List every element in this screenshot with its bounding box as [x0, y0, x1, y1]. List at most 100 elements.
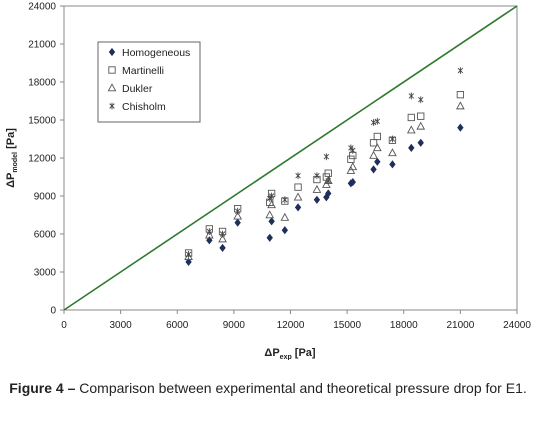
data-point-homogeneous — [206, 236, 213, 245]
legend-marker-homogeneous — [108, 47, 116, 57]
legend: Homogeneous Martinelli Dukler Chisholm — [97, 41, 201, 123]
data-point-martinelli — [417, 112, 425, 120]
data-point-homogeneous — [219, 243, 226, 253]
data-point-dukler — [280, 212, 290, 221]
data-point-dukler — [265, 210, 275, 219]
data-point-homogeneous — [294, 203, 302, 212]
data-point-chisholm — [185, 250, 192, 258]
y-axis-ticks: 0 3000 6000 9000 12000 15000 18000 21000 24000 — [28, 2, 64, 317]
data-point-dukler — [346, 165, 356, 174]
data-point-homogeneous — [281, 226, 289, 235]
data-point-chisholm — [370, 119, 377, 126]
y-tick-label: 9000 — [34, 192, 57, 203]
data-point-homogeneous — [266, 233, 273, 242]
x-tick-label: 15000 — [333, 320, 361, 331]
data-point-dukler — [416, 121, 426, 130]
x-tick-label: 24000 — [503, 320, 531, 331]
x-tick-label: 18000 — [390, 320, 418, 331]
data-point-dukler — [372, 143, 382, 152]
y-axis-title-sub: model — [12, 152, 19, 173]
y-axis-title-unit: [Pa] — [5, 128, 17, 149]
x-tick-label: 12000 — [277, 320, 305, 331]
data-point-dukler — [348, 162, 358, 171]
data-point-chisholm — [268, 192, 275, 200]
x-tick-label: 0 — [61, 320, 67, 331]
y-tick-label: 0 — [50, 306, 56, 317]
data-point-martinelli — [456, 91, 465, 99]
x-tick-label: 3000 — [110, 320, 133, 331]
y-tick-label: 3000 — [34, 268, 57, 279]
data-point-dukler — [218, 234, 227, 243]
data-point-dukler — [369, 150, 378, 159]
legend-label-chisholm: Chisholm — [122, 101, 166, 113]
data-point-homogeneous — [268, 217, 275, 226]
scatter-chart: 0 3000 6000 9000 12000 15000 18000 21000 24000 0… — [5, 2, 531, 361]
data-point-chisholm — [282, 196, 288, 204]
x-axis-title-main: ΔP — [264, 347, 279, 359]
x-axis-title: ΔPexp [Pa] — [264, 347, 315, 360]
data-point-homogeneous — [349, 177, 356, 187]
y-tick-label: 21000 — [28, 40, 56, 51]
data-point-chisholm — [389, 135, 396, 143]
data-point-homogeneous — [325, 189, 332, 198]
data-point-martinelli — [347, 155, 355, 163]
y-tick-label: 15000 — [28, 116, 56, 127]
data-point-dukler — [233, 211, 243, 220]
data-point-chisholm — [295, 172, 301, 180]
data-point-homogeneous — [389, 160, 396, 169]
data-point-chisholm — [219, 230, 226, 238]
legend-marker-chisholm — [109, 102, 115, 110]
data-point-homogeneous — [185, 257, 192, 266]
data-point-chisholm — [323, 153, 330, 161]
data-point-homogeneous — [370, 165, 377, 174]
data-point-chisholm — [374, 117, 381, 125]
data-point-homogeneous — [457, 123, 464, 132]
figure-caption: Figure 4 – Comparison between experiment… — [0, 378, 536, 399]
legend-label-martinelli: Martinelli — [122, 65, 164, 77]
x-axis-title-unit: [Pa] — [295, 347, 316, 359]
data-point-martinelli — [369, 139, 378, 147]
y-tick-label: 18000 — [28, 78, 56, 89]
data-points — [184, 67, 465, 266]
data-point-chisholm — [206, 228, 213, 235]
data-point-dukler — [204, 230, 214, 239]
data-point-dukler — [267, 200, 276, 209]
x-tick-label: 9000 — [223, 320, 246, 331]
figure-caption-text: Comparison between experimental and theo… — [79, 380, 527, 396]
x-tick-label: 6000 — [166, 320, 189, 331]
data-point-homogeneous — [417, 138, 424, 147]
data-point-chisholm — [325, 177, 331, 185]
figure-label: Figure 4 – — [9, 380, 76, 396]
x-axis-ticks: 0 3000 6000 9000 12000 15000 18000 21000 24000 — [61, 310, 531, 331]
data-point-dukler — [293, 192, 303, 201]
y-tick-label: 24000 — [28, 2, 56, 13]
data-point-homogeneous — [313, 195, 321, 204]
legend-label-dukler: Dukler — [122, 83, 153, 95]
data-point-homogeneous — [234, 218, 241, 227]
data-point-dukler — [312, 184, 322, 193]
x-axis-title-sub: exp — [280, 354, 292, 360]
legend-box — [97, 41, 201, 123]
data-point-martinelli — [373, 132, 381, 141]
reference-line — [63, 5, 518, 311]
data-point-chisholm — [418, 96, 424, 104]
data-point-homogeneous — [374, 157, 381, 166]
legend-marker-martinelli — [108, 66, 116, 74]
data-point-chisholm — [408, 92, 414, 100]
reference-line-group — [63, 5, 518, 311]
y-tick-label: 6000 — [34, 230, 57, 241]
data-point-dukler — [388, 148, 397, 157]
series-chisholm — [185, 67, 464, 258]
y-axis-title: ΔPmodel [Pa] — [5, 128, 19, 188]
data-point-chisholm — [457, 67, 464, 74]
legend-label-homogeneous: Homogeneous — [122, 47, 190, 59]
y-axis-title-main: ΔP — [5, 173, 17, 188]
data-point-chisholm — [234, 207, 241, 215]
y-tick-label: 12000 — [28, 154, 56, 165]
data-point-homogeneous — [408, 143, 415, 152]
x-tick-label: 21000 — [446, 320, 474, 331]
data-point-dukler — [456, 101, 465, 110]
data-point-chisholm — [350, 147, 356, 154]
data-point-dukler — [406, 125, 416, 134]
data-point-chisholm — [314, 172, 320, 180]
